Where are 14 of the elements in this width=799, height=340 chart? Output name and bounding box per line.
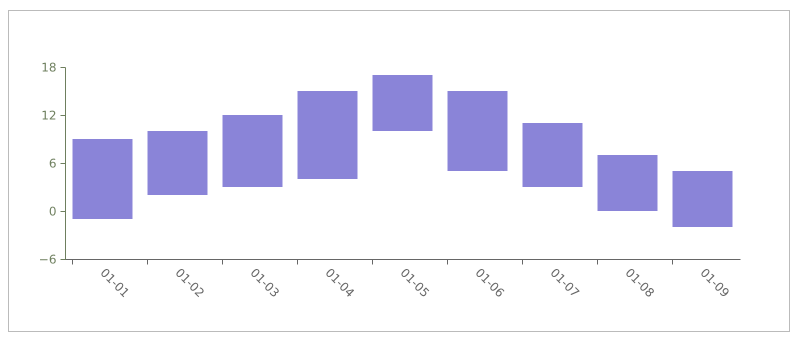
bar [72,139,132,219]
y-tick-label: 0 [48,204,56,218]
bar [598,155,658,211]
y-tick-label: 18 [41,60,56,74]
bar [222,115,282,187]
bar [298,91,358,179]
bar [522,123,582,187]
bar [372,75,432,131]
y-tick-label: −6 [38,252,56,266]
bar [448,91,508,171]
bar [672,171,732,227]
y-tick-label: 12 [41,108,56,122]
y-tick-label: 6 [48,156,56,170]
bar [148,131,208,195]
